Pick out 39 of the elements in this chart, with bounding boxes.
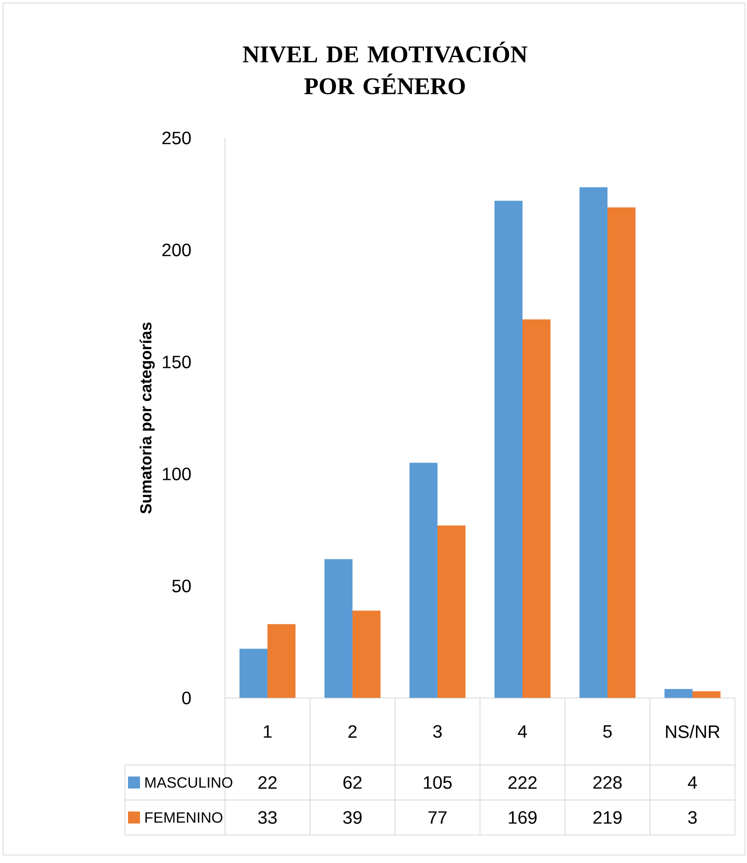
bar [267, 624, 296, 698]
y-tick-label: 250 [162, 132, 191, 144]
bar [579, 187, 608, 698]
bar [437, 526, 466, 698]
data-label: 39 [343, 811, 362, 824]
legend-label: FEMENINO [145, 812, 222, 823]
x-tick-label: 4 [518, 725, 527, 738]
x-tick-label: 5 [603, 725, 612, 738]
x-tick-label: 1 [264, 725, 272, 738]
bar [409, 462, 438, 698]
x-tick-label: 2 [348, 725, 357, 738]
y-tick-label: 50 [172, 580, 191, 592]
data-label: 77 [428, 811, 447, 824]
y-axis-title: Sumatoria por categorías [140, 322, 155, 514]
bar [324, 559, 352, 698]
data-label: 4 [688, 776, 697, 789]
data-label: 3 [688, 811, 697, 824]
data-label: 222 [508, 776, 537, 789]
legend-label: MASCULINO [145, 777, 232, 788]
data-label: 228 [593, 776, 622, 789]
y-tick-label: 100 [162, 468, 191, 480]
y-tick-label: 0 [182, 692, 191, 704]
bar [352, 610, 380, 698]
y-tick-label: 150 [162, 356, 191, 368]
y-tick-label: 200 [162, 244, 191, 256]
bar [664, 689, 692, 698]
data-label: 105 [424, 776, 452, 789]
chart-title: NIVEL DE MOTIVACIÓN POR GÉNERO [242, 42, 528, 94]
data-label: 22 [258, 776, 277, 789]
bar [607, 207, 636, 698]
bar [494, 200, 522, 698]
data-label: 33 [258, 811, 277, 824]
x-tick-label: 3 [433, 725, 442, 738]
x-tick-label: NS/NR [666, 724, 720, 738]
bar [522, 319, 550, 698]
bar [239, 648, 268, 698]
data-label: 219 [593, 811, 622, 824]
data-label: 62 [343, 776, 362, 789]
data-label: 169 [508, 811, 537, 824]
